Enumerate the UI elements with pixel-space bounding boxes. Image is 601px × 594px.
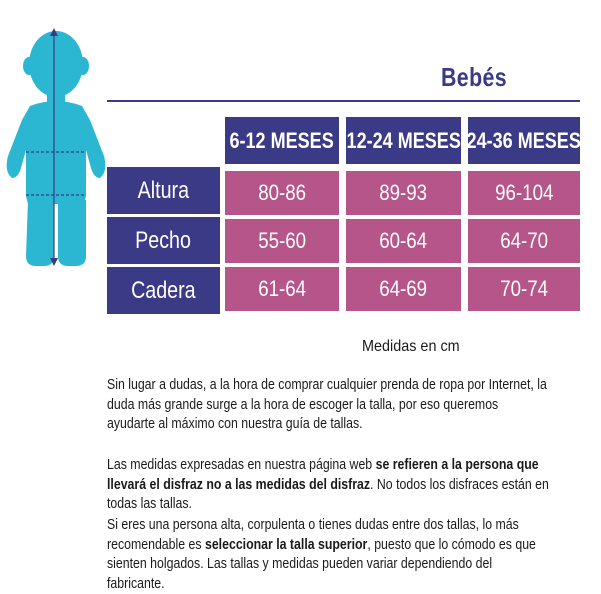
cell-pecho-24-36: 64-70 xyxy=(468,219,580,263)
cell-altura-24-36: 96-104 xyxy=(468,171,580,215)
title-divider xyxy=(107,100,580,102)
column-header-24-36: 24-36 MESES xyxy=(467,117,581,164)
paragraph-recommendation: Si eres una persona alta, corpulenta o t… xyxy=(107,517,536,592)
page-title: Bebés xyxy=(441,62,508,92)
bold-measures-note: se refieren a la persona que llevará el … xyxy=(107,457,539,493)
baby-silhouette-illustration xyxy=(6,28,106,266)
column-header-6-12: 6-12 MESES xyxy=(225,117,339,164)
paragraph-measures: Las medidas expresadas en nuestra página… xyxy=(107,457,549,512)
paragraph-intro: Sin lugar a dudas, a la hora de comprar … xyxy=(107,377,547,432)
row-label-pecho: Pecho xyxy=(107,217,220,264)
cell-cadera-12-24: 64-69 xyxy=(346,267,461,311)
units-note: Medidas en cm xyxy=(362,338,460,355)
cell-altura-6-12: 80-86 xyxy=(225,171,339,215)
cell-cadera-6-12: 61-64 xyxy=(225,267,339,311)
column-header-12-24: 12-24 MESES xyxy=(346,117,461,164)
row-label-altura: Altura xyxy=(107,167,220,214)
row-label-cadera: Cadera xyxy=(107,267,220,314)
cell-cadera-24-36: 70-74 xyxy=(468,267,580,311)
cell-pecho-6-12: 55-60 xyxy=(225,219,339,263)
cell-pecho-12-24: 60-64 xyxy=(346,219,461,263)
bold-size-recommendation: seleccionar la talla superior xyxy=(204,536,368,553)
cell-altura-12-24: 89-93 xyxy=(346,171,461,215)
